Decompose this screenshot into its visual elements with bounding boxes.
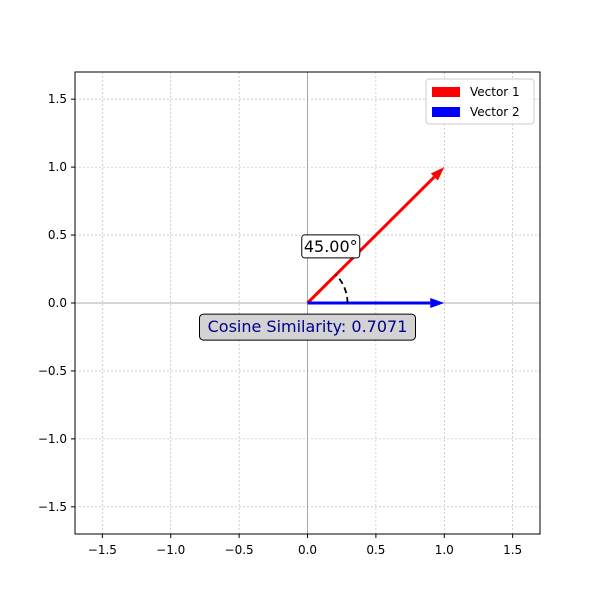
vectors xyxy=(306,167,445,308)
y-tick-label: −1.0 xyxy=(38,432,67,446)
angle-label-text: 45.00° xyxy=(304,237,358,256)
cosine-similarity-label: Cosine Similarity: 0.7071 xyxy=(199,313,416,341)
legend-item: Vector 2 xyxy=(432,105,520,119)
vector-2-head xyxy=(430,298,445,308)
x-tick-label: −0.5 xyxy=(225,543,254,557)
x-tick-label: 1.5 xyxy=(503,543,522,557)
annotations: 45.00° Cosine Similarity: 0.7071 xyxy=(199,234,416,341)
y-tick-label: −1.5 xyxy=(38,500,67,514)
vector-1 xyxy=(306,167,445,305)
vector-2 xyxy=(307,298,445,308)
cosine-label-text: Cosine Similarity: 0.7071 xyxy=(208,317,408,336)
legend-swatch xyxy=(432,87,460,97)
x-tick-label: 0.5 xyxy=(366,543,385,557)
angle-label-box xyxy=(301,234,361,259)
angle-label: 45.00° xyxy=(301,234,361,259)
y-tick-label: 1.0 xyxy=(48,160,67,174)
legend-label: Vector 1 xyxy=(470,85,520,99)
x-tick-label: 0.0 xyxy=(298,543,317,557)
legend-swatch xyxy=(432,107,460,117)
axis-ticks: −1.5 −1.0 −0.5 0.0 0.5 1.0 1.5 −1.5 −1.0 −0.5 0.0 0… xyxy=(38,92,522,557)
angle-arc xyxy=(335,274,349,304)
cosine-label-box xyxy=(199,313,416,341)
legend-item: Vector 1 xyxy=(432,85,520,99)
x-tick-label: −1.0 xyxy=(156,543,185,557)
x-tick-label: 1.0 xyxy=(435,543,454,557)
legend-label: Vector 2 xyxy=(470,105,520,119)
x-tick-label: −1.5 xyxy=(88,543,117,557)
y-tick-label: 1.5 xyxy=(48,92,67,106)
y-tick-label: 0.5 xyxy=(48,228,67,242)
vector-1-shaft xyxy=(306,175,436,305)
y-tick-label: 0.0 xyxy=(48,296,67,310)
y-tick-label: −0.5 xyxy=(38,364,67,378)
legend: Vector 1 Vector 2 xyxy=(425,78,535,125)
vector-1-head xyxy=(430,167,445,181)
